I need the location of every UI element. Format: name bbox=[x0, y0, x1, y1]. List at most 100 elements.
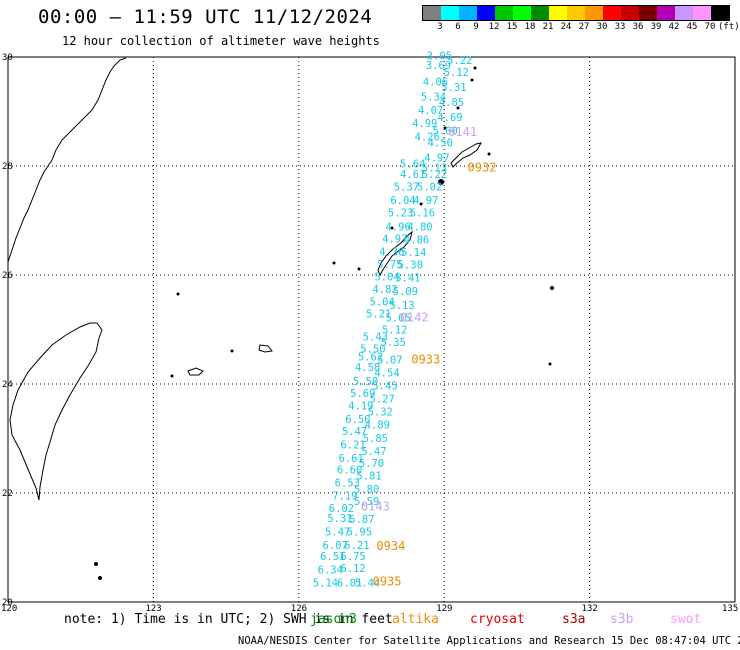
wave-height-label: 4.96 bbox=[386, 221, 411, 233]
wave-height-label: 5.47 bbox=[361, 446, 386, 458]
wave-height-label: 4.82 bbox=[372, 284, 397, 296]
wave-height-label: 5.43 bbox=[363, 331, 388, 343]
ryukyu-island-ishigaki bbox=[187, 367, 204, 376]
wave-height-label: 5.12 bbox=[444, 67, 469, 79]
small-islets bbox=[94, 66, 554, 580]
color-swatch bbox=[675, 6, 693, 20]
lon-tick-label: 129 bbox=[436, 604, 452, 614]
legend-item-cryosat: cryosat bbox=[470, 612, 525, 627]
wave-height-label: 4.69 bbox=[437, 112, 462, 124]
color-swatch bbox=[477, 6, 495, 20]
color-scale-label: 70 bbox=[704, 22, 716, 32]
legend-item-jason3: jason3 bbox=[310, 612, 357, 627]
coastline bbox=[7, 57, 482, 501]
lat-tick-label: 20 bbox=[2, 598, 13, 608]
wave-height-label: 6.21 bbox=[344, 540, 369, 552]
wave-height-label: 5.41 bbox=[395, 273, 420, 285]
wave-height-label: 4.61 bbox=[400, 169, 425, 181]
color-swatch bbox=[657, 6, 675, 20]
wave-height-label: 5.02 bbox=[417, 182, 442, 194]
taiwan-island bbox=[9, 322, 103, 501]
map-frame bbox=[7, 56, 736, 603]
color-swatch bbox=[531, 6, 549, 20]
wave-height-label: 5.09 bbox=[393, 286, 418, 298]
wave-height-label: 4.89 bbox=[365, 420, 390, 432]
color-scale-label: 15 bbox=[506, 22, 518, 32]
wave-height-label: 5.04 bbox=[370, 297, 395, 309]
lon-tick-label: 120 bbox=[1, 604, 17, 614]
legend-item-swot: swot bbox=[670, 612, 702, 627]
wave-height-label: 5.50 bbox=[353, 376, 378, 388]
wave-height-label: 5.07 bbox=[377, 354, 402, 366]
color-scale-label: 45 bbox=[686, 22, 698, 32]
color-scale-label: 9 bbox=[473, 22, 479, 32]
legend-item-altika: altika bbox=[392, 612, 439, 627]
wave-height-label: 5.34 bbox=[421, 92, 446, 104]
color-scale-label: 36 bbox=[632, 22, 644, 32]
wave-height-label: 5.16 bbox=[410, 208, 435, 220]
wave-height-label: 5.23 bbox=[388, 208, 413, 220]
lat-tick-label: 24 bbox=[2, 380, 13, 390]
wave-height-label: 5.31 bbox=[327, 513, 352, 525]
wave-height-label: 4.80 bbox=[407, 221, 432, 233]
wave-height-label: 7.19 bbox=[332, 491, 357, 503]
wave-height-label: 5.95 bbox=[347, 527, 372, 539]
wave-height-label: 5.87 bbox=[349, 514, 374, 526]
pass-time-label: 0141 bbox=[448, 125, 477, 139]
lat-tick-label: 30 bbox=[2, 53, 13, 63]
wave-height-values: 3.055.223.695.124.065.315.344.854.074.69… bbox=[313, 51, 473, 590]
color-scale-label: 12 bbox=[488, 22, 500, 32]
wave-height-label: 5.70 bbox=[359, 458, 384, 470]
color-scale-label: 24 bbox=[560, 22, 572, 32]
map-title: 00:00 – 11:59 UTC 11/12/2024 bbox=[38, 6, 373, 28]
wave-height-label: 5.37 bbox=[394, 182, 419, 194]
wave-height-label: 4.36 bbox=[379, 246, 404, 258]
color-scale-label: 42 bbox=[668, 22, 680, 32]
color-scale-label: 21 bbox=[542, 22, 554, 32]
ryukyu-island-amami bbox=[450, 142, 482, 168]
legend-item-s3b: s3b bbox=[610, 612, 634, 627]
wave-height-label: 5.14 bbox=[313, 578, 338, 590]
lon-tick-label: 135 bbox=[722, 604, 738, 614]
wave-height-label: 5.13 bbox=[422, 162, 447, 174]
wave-height-label: 4.58 bbox=[355, 362, 380, 374]
color-swatch bbox=[621, 6, 639, 20]
wave-height-label: 6.53 bbox=[335, 477, 360, 489]
wave-height-label: 4.54 bbox=[374, 367, 399, 379]
legend-item-s3a: s3a bbox=[562, 612, 586, 627]
wave-height-label: 5.69 bbox=[350, 388, 375, 400]
wave-height-label: 4.19 bbox=[348, 401, 373, 413]
wave-height-label: 5.81 bbox=[356, 470, 381, 482]
wave-height-label: 4.06 bbox=[423, 76, 448, 88]
satellite-pass-labels: 0141 0932 0142 0933 0143 0934 0935 bbox=[361, 125, 497, 589]
wave-height-label: 5.21 bbox=[366, 309, 391, 321]
wave-height-label: 4.97 bbox=[424, 153, 449, 165]
wave-height-label: 5.64 bbox=[400, 159, 425, 171]
wave-height-label: 6.61 bbox=[338, 453, 363, 465]
wave-height-label: 6.21 bbox=[340, 439, 365, 451]
wave-height-label: 4.26 bbox=[415, 131, 440, 143]
wave-height-label: 6.34 bbox=[318, 565, 343, 577]
wave-height-label: 4.97 bbox=[382, 233, 407, 245]
wave-height-label: 4.86 bbox=[404, 234, 429, 246]
wave-height-label: 5.14 bbox=[401, 247, 426, 259]
wave-height-label: 5.35 bbox=[381, 337, 406, 349]
wave-height-label: 5.22 bbox=[422, 169, 447, 181]
color-swatch bbox=[549, 6, 567, 20]
color-scale-bar bbox=[422, 5, 730, 21]
color-swatch bbox=[639, 6, 657, 20]
lat-tick-label: 28 bbox=[2, 162, 13, 172]
pass-time-label: 0934 bbox=[376, 539, 405, 553]
pass-time-label: 0935 bbox=[373, 575, 402, 589]
wave-height-label: 5.04 bbox=[374, 271, 399, 283]
ryukyu-island-miyako bbox=[258, 344, 273, 353]
wave-height-label: 5.31 bbox=[441, 82, 466, 94]
color-scale-label: 33 bbox=[614, 22, 626, 32]
color-scale-label: 3 bbox=[437, 22, 443, 32]
wave-height-label: 4.99 bbox=[412, 118, 437, 130]
units-note: note: 1) Time is in UTC; 2) SWH is in fe… bbox=[64, 612, 393, 627]
lon-tick-label: 126 bbox=[291, 604, 307, 614]
wave-height-label: 5.45 bbox=[372, 380, 397, 392]
color-swatch bbox=[585, 6, 603, 20]
wave-height-label: 5.12 bbox=[382, 324, 407, 336]
